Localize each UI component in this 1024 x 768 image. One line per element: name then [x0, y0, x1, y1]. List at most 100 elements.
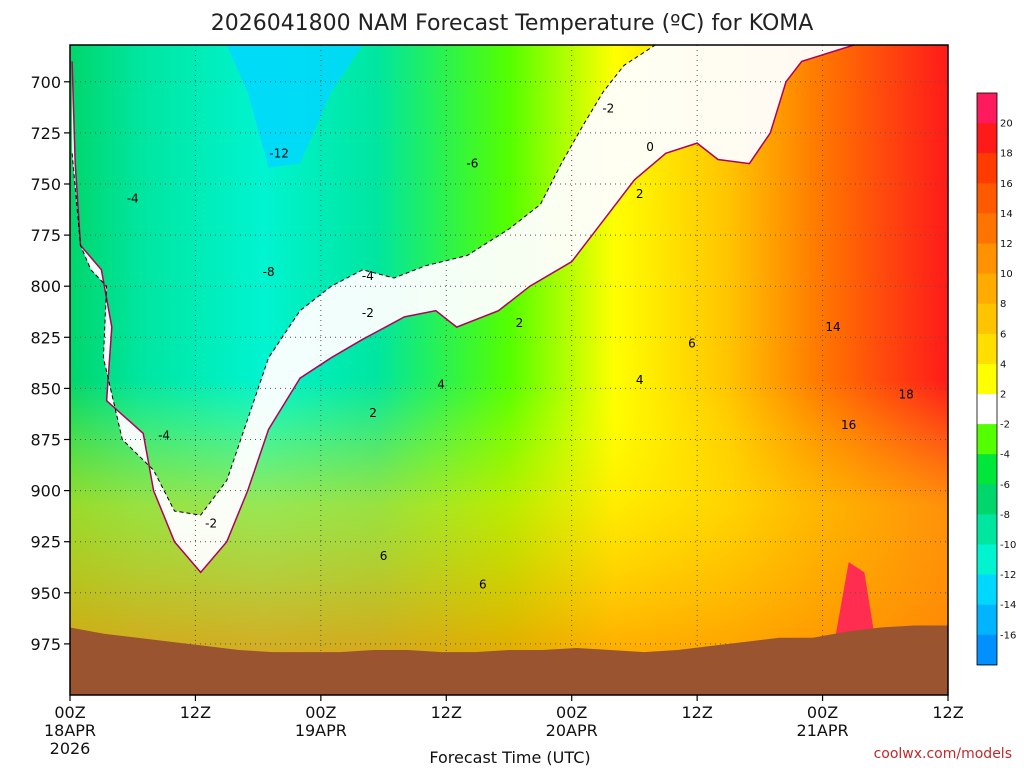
colorbar-label: 8 [1000, 299, 1006, 310]
contour-label: 4 [437, 377, 445, 391]
y-tick-label: 700 [30, 73, 61, 92]
contour-label: 2 [516, 316, 524, 330]
colorbar-swatch [977, 454, 997, 485]
chart-title: 2026041800 NAM Forecast Temperature (ºC)… [211, 11, 814, 36]
surface-terrain [70, 625, 948, 695]
contour-label: 0 [646, 140, 654, 154]
colorbar-swatch [977, 93, 997, 124]
x-tick-label: 12Z [681, 703, 712, 722]
colorbar-label: 14 [1000, 209, 1013, 220]
colorbar-swatch [977, 634, 997, 666]
colorbar-label: 4 [1000, 359, 1006, 370]
contour-label: 18 [899, 388, 914, 402]
gridlines [70, 45, 948, 695]
colorbar-swatch [977, 544, 997, 576]
colorbar-swatch [977, 604, 997, 636]
contour-label: 6 [380, 549, 388, 563]
colorbar-label: -4 [1000, 450, 1010, 461]
x-tick-label: 00Z [807, 703, 838, 722]
y-tick-label: 825 [30, 328, 61, 347]
credit-text: coolwx.com/models [874, 746, 1012, 762]
x-tick-date: 21APR [797, 721, 849, 740]
colorbar-label: 12 [1000, 239, 1013, 250]
zero-isotherm-line [71, 45, 855, 574]
colorbar-swatch [977, 153, 997, 184]
colorbar: 20 18 16 14 12 10 8 6 4 2 -2 -4 -6 -8 -10 -12 -14 -16 [976, 92, 1016, 666]
colorbar-swatch [977, 333, 997, 365]
contour-label: 2 [636, 187, 644, 201]
colorbar-label: -2 [1000, 420, 1010, 431]
colorbar-label: 2 [1000, 390, 1006, 401]
contour-label: 6 [688, 336, 696, 350]
colorbar-label: -14 [1000, 600, 1016, 611]
colorbar-label: -10 [1000, 540, 1016, 551]
contour-label: -4 [127, 191, 139, 205]
colorbar-label: 20 [1000, 119, 1013, 130]
colorbar-label: 16 [1000, 179, 1013, 190]
colorbar-swatch [977, 213, 997, 244]
contour-label: -8 [263, 265, 275, 279]
y-tick-label: 950 [30, 584, 61, 603]
y-tick-label: 925 [30, 533, 61, 552]
x-tick-date: 19APR [295, 721, 347, 740]
plot-area: -12 -8 -4 -4 -4 -6 -2 -2 -2 0 2 2 2 4 4 6 6 6 14 16 18 [70, 45, 948, 695]
colorbar-swatch [977, 424, 997, 455]
y-tick-label: 800 [30, 277, 61, 296]
y-tick-label: 975 [30, 635, 61, 654]
y-axis: 700 725 750 775 800 825 850 875 900 925 950 975 [30, 73, 70, 654]
colorbar-swatch [977, 574, 997, 606]
x-tick-label: 12Z [431, 703, 462, 722]
y-tick-label: 875 [30, 430, 61, 449]
x-tick-label: 00Z [556, 703, 587, 722]
y-tick-label: 900 [30, 482, 61, 501]
colorbar-label: -12 [1000, 570, 1016, 581]
contour-label: 14 [825, 320, 840, 334]
colorbar-label: 18 [1000, 149, 1013, 160]
colorbar-frame [976, 92, 998, 666]
contour-label: 4 [636, 373, 644, 387]
y-tick-label: 750 [30, 175, 61, 194]
colorbar-swatch [977, 363, 997, 395]
colorbar-label: -6 [1000, 480, 1010, 491]
y-tick-label: 850 [30, 379, 61, 398]
contour-label: -6 [466, 157, 478, 171]
x-tick-label: 00Z [305, 703, 336, 722]
contour-label: -2 [602, 101, 614, 115]
contour-label: 6 [479, 578, 487, 592]
minus-two-isotherm-line [71, 45, 656, 516]
warm-core-region [833, 562, 875, 651]
colorbar-swatch [977, 273, 997, 305]
x-axis-label: Forecast Time (UTC) [429, 748, 590, 767]
contour-label: -2 [205, 516, 217, 530]
colorbar-label: -16 [1000, 630, 1016, 641]
colorbar-swatch [977, 123, 997, 154]
x-tick-year: 2026 [50, 739, 91, 758]
x-tick-label: 12Z [932, 703, 963, 722]
x-tick-label: 12Z [180, 703, 211, 722]
colorbar-label: 6 [1000, 329, 1006, 340]
colorbar-swatch [977, 243, 997, 275]
colorbar-swatch [977, 303, 997, 335]
zero-isotherm-band [72, 45, 854, 573]
plot-frame [69, 44, 949, 696]
colorbar-swatch [977, 394, 997, 425]
contour-label: -4 [362, 269, 374, 283]
colorbar-label: 10 [1000, 269, 1013, 280]
colorbar-label: -8 [1000, 510, 1010, 521]
contour-label: 2 [369, 406, 377, 420]
x-tick-date: 20APR [546, 721, 598, 740]
x-tick-date: 18APR [44, 721, 96, 740]
contour-label: 16 [841, 418, 856, 432]
contour-label: -4 [158, 428, 170, 442]
contour-label: -2 [362, 306, 374, 320]
y-tick-label: 725 [30, 124, 61, 143]
colorbar-swatch [977, 484, 997, 515]
cold-core-region [226, 45, 363, 168]
x-tick-label: 00Z [54, 703, 85, 722]
colorbar-swatch [977, 183, 997, 214]
contour-label: -12 [269, 146, 289, 160]
y-tick-label: 775 [30, 226, 61, 245]
colorbar-swatch [977, 514, 997, 545]
